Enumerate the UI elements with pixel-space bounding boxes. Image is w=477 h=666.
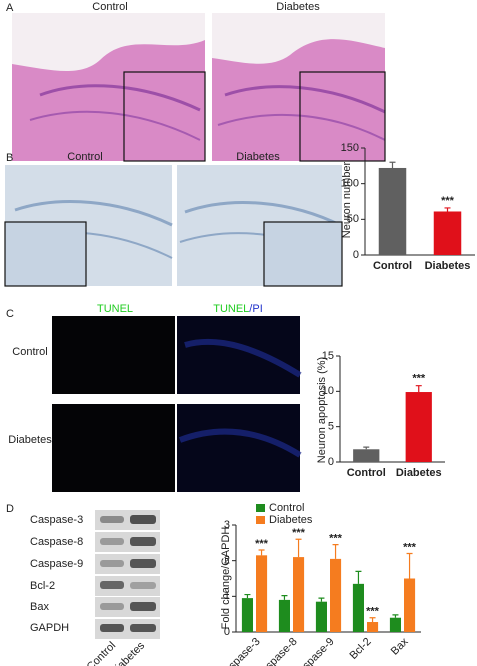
annotation: ***	[329, 533, 343, 545]
error-bar	[295, 538, 302, 558]
fluorescence-images	[52, 316, 302, 492]
bar	[330, 558, 342, 632]
image-label: Control	[67, 151, 102, 163]
nissl-image	[177, 165, 343, 287]
annotation: ***	[403, 541, 417, 553]
bar	[256, 555, 268, 632]
legend-label: Control	[269, 502, 304, 514]
annotation: ***	[292, 527, 306, 539]
image-label: Diabetes	[276, 1, 320, 13]
y-axis-label: Fold change/GAPDH	[220, 527, 232, 630]
panel-label: B	[6, 152, 13, 164]
error-bar	[281, 595, 288, 600]
image-label: Diabetes	[236, 151, 280, 163]
x-tick-label: caspase-9	[292, 636, 336, 666]
y-axis-label: Neuron number	[341, 161, 353, 238]
y-tick-label: 5	[328, 421, 334, 433]
x-tick-label: caspase-3	[218, 636, 262, 666]
x-tick-label: Control	[373, 260, 412, 272]
blot-label: Bcl-2	[30, 580, 55, 592]
bar	[353, 449, 380, 462]
panel-label: D	[6, 503, 14, 515]
y-tick-label: 2	[224, 555, 230, 567]
blot-label: Bax	[30, 601, 49, 613]
annotation: ***	[412, 373, 426, 385]
blot-label: Caspase-8	[30, 536, 83, 548]
lane-label: Control	[85, 640, 119, 666]
error-bar	[415, 385, 422, 393]
error-bar	[369, 617, 376, 623]
blot-labels: Caspase-3 Caspase-8 Caspase-9 Bcl-2 Bax …	[30, 514, 83, 634]
legend-label: Diabetes	[269, 514, 313, 526]
y-tick-label: 1	[224, 590, 230, 602]
annotation: ***	[255, 538, 269, 550]
bar	[405, 392, 432, 462]
legend-swatch	[256, 504, 265, 512]
error-bar	[406, 552, 413, 579]
y-tick-label: 150	[341, 142, 359, 154]
y-tick-label: 10	[322, 385, 334, 397]
label-part: TUNEL	[213, 303, 249, 315]
bar	[367, 622, 379, 632]
legend-swatch	[256, 516, 265, 524]
label-part: /PI	[249, 303, 262, 315]
panel-label: A	[6, 2, 14, 14]
image-label: TUNEL	[97, 303, 133, 315]
blot-label: Caspase-3	[30, 514, 83, 526]
bar	[404, 578, 416, 632]
annotation: ***	[366, 606, 380, 618]
x-tick-label: caspase-8	[255, 636, 299, 666]
y-tick-label: 50	[347, 213, 359, 225]
x-tick-label: Bax	[389, 635, 411, 657]
error-bar	[318, 597, 325, 602]
image-label: TUNEL/PI	[213, 303, 263, 315]
error-bar	[258, 549, 265, 556]
image-label: Control	[92, 1, 127, 13]
bar	[378, 167, 407, 255]
bar	[389, 617, 401, 632]
y-tick-label: 100	[341, 178, 359, 190]
x-tick-label: Diabetes	[396, 467, 442, 479]
bar	[241, 598, 253, 632]
row-label: Diabetes	[8, 434, 52, 446]
bar	[293, 557, 305, 632]
bar	[433, 211, 462, 255]
panel-label: C	[6, 308, 14, 320]
x-tick-label: Bcl-2	[347, 636, 373, 662]
bar	[315, 601, 327, 632]
western-blot	[95, 510, 160, 639]
nissl-image	[4, 165, 173, 287]
y-tick-label: 3	[224, 519, 230, 531]
x-tick-label: Diabetes	[425, 260, 471, 272]
bar	[352, 583, 364, 632]
x-tick-label: Control	[347, 467, 386, 479]
error-bar	[363, 446, 370, 450]
he-image	[212, 13, 386, 162]
he-image	[12, 13, 206, 162]
bar	[278, 599, 290, 632]
error-bar	[355, 570, 362, 584]
y-tick-label: 0	[353, 249, 359, 261]
error-bar	[444, 207, 451, 212]
blot-label: Caspase-9	[30, 558, 83, 570]
row-label: Control	[12, 346, 47, 358]
error-bar	[392, 614, 399, 618]
lane-label: Diabetes	[108, 639, 148, 666]
annotation: ***	[441, 195, 455, 207]
error-bar	[244, 593, 251, 599]
y-axis-label: Neuron apoptosis (%)	[316, 357, 328, 463]
y-tick-label: 0	[328, 456, 334, 468]
error-bar	[332, 544, 339, 559]
y-tick-label: 15	[322, 350, 334, 362]
blot-label: GAPDH	[30, 622, 69, 634]
y-tick-label: 0	[224, 626, 230, 638]
error-bar	[389, 161, 396, 168]
